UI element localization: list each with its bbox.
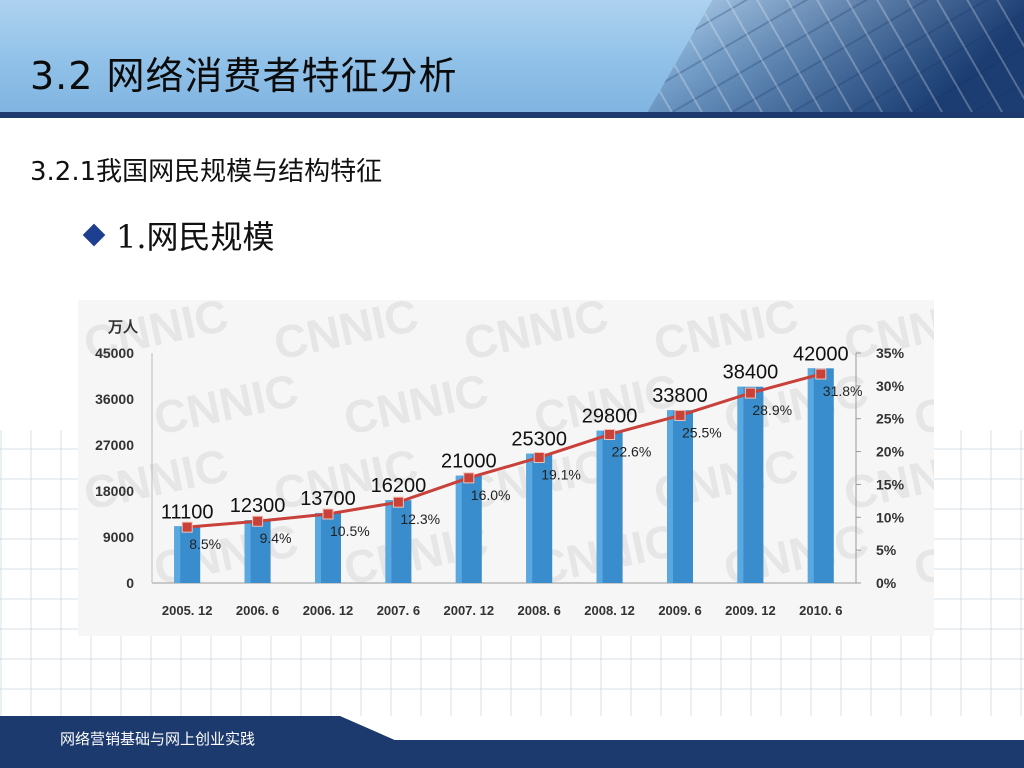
x-tick-label: 2006. 12 (303, 603, 354, 618)
percentage-line (187, 372, 822, 529)
y2-tick-label: 5% (876, 542, 897, 558)
line-point-marker (322, 508, 334, 520)
keyboard-graphic (644, 0, 1024, 118)
watermark-text: CNNIC (909, 514, 934, 595)
y-tick-label: 45000 (95, 345, 134, 361)
percentage-label: 28.9% (752, 402, 792, 418)
y-tick-label: 0 (126, 575, 134, 591)
percentage-label: 10.5% (330, 523, 370, 539)
line-point-marker (252, 515, 264, 527)
line-point-marker (815, 368, 827, 380)
bar-highlight (807, 368, 814, 583)
y-tick-label: 9000 (103, 529, 134, 545)
x-tick-label: 2009. 12 (725, 603, 776, 618)
line-point-marker (674, 409, 686, 421)
percentage-label: 31.8% (823, 383, 863, 399)
line-point-marker (463, 472, 475, 484)
bar-highlight (596, 430, 603, 583)
diamond-bullet-icon (82, 223, 106, 247)
x-tick-label: 2005. 12 (162, 603, 213, 618)
bar-highlight (174, 526, 181, 583)
slide-title: 3.2 网络消费者特征分析 (30, 54, 458, 98)
percentage-label: 12.3% (400, 511, 440, 527)
y-tick-label: 36000 (95, 391, 134, 407)
percentage-label: 16.0% (471, 487, 511, 503)
bar-highlight (244, 520, 251, 583)
bar-value-label: 21000 (441, 451, 497, 473)
bar-value-label: 16200 (371, 475, 427, 497)
percentage-label: 25.5% (682, 424, 722, 440)
x-tick-label: 2007. 12 (443, 603, 494, 618)
y-tick-label: 27000 (95, 437, 134, 453)
watermark-text: CNNIC (649, 300, 802, 370)
percentage-label: 9.4% (260, 530, 292, 546)
bar-value-label: 25300 (511, 429, 567, 451)
y2-tick-label: 15% (876, 476, 905, 492)
watermark-text: CNNIC (269, 300, 422, 370)
y-unit-label: 万人 (107, 319, 139, 336)
bar-value-label: 11100 (161, 501, 214, 523)
footer-text: 网络营销基础与网上创业实践 (60, 730, 256, 748)
bar-highlight (526, 453, 533, 583)
watermark-text: CNNIC (909, 364, 934, 445)
watermark-text: CNNIC (339, 364, 492, 445)
section-subtitle: 3.2.1我国网民规模与结构特征 (30, 157, 383, 187)
y2-tick-label: 20% (876, 444, 905, 460)
x-tick-label: 2007. 6 (377, 603, 420, 618)
x-tick-label: 2010. 6 (799, 603, 842, 618)
watermark-text: CNNIC (149, 364, 302, 445)
bullet-item: 1.网民规模 (80, 212, 275, 258)
percentage-label: 8.5% (189, 536, 221, 552)
bar-highlight (315, 512, 321, 583)
line-point-marker (744, 387, 756, 399)
footer-notch (340, 716, 1024, 740)
bar-highlight (737, 386, 744, 583)
x-tick-label: 2009. 6 (658, 603, 701, 618)
bullet-text: 1.网民规模 (116, 218, 275, 256)
bar-value-label: 42000 (793, 343, 849, 365)
percentage-label: 19.1% (541, 466, 581, 482)
x-tick-label: 2008. 12 (584, 603, 635, 618)
y2-tick-label: 35% (876, 345, 905, 361)
bar-value-label: 33800 (652, 385, 708, 407)
bar-value-label: 13700 (300, 488, 356, 510)
bar-highlight (455, 475, 462, 583)
y-tick-label: 18000 (95, 483, 134, 499)
y2-tick-label: 25% (876, 411, 905, 427)
bar-value-label: 38400 (723, 362, 779, 384)
header-divider (0, 112, 1024, 118)
y2-tick-label: 10% (876, 509, 905, 525)
x-tick-label: 2006. 6 (236, 603, 279, 618)
watermark-text: CNNIC (459, 300, 612, 370)
bar-highlight (667, 410, 673, 583)
y2-tick-label: 0% (876, 575, 897, 591)
bar-value-label: 12300 (230, 495, 286, 517)
line-point-marker (181, 521, 193, 533)
line-point-marker (392, 496, 404, 508)
line-point-marker (533, 451, 545, 463)
bar-value-label: 29800 (582, 406, 638, 428)
chart-container: CNNIC CNNIC CNNIC CNNIC CNNIC CNNIC CNNIC CNNIC… (78, 289, 1024, 636)
percentage-label: 22.6% (612, 443, 652, 459)
bar-highlight (385, 500, 392, 583)
y2-tick-label: 30% (876, 378, 905, 394)
x-tick-label: 2008. 6 (518, 603, 561, 618)
line-point-marker (604, 428, 616, 440)
